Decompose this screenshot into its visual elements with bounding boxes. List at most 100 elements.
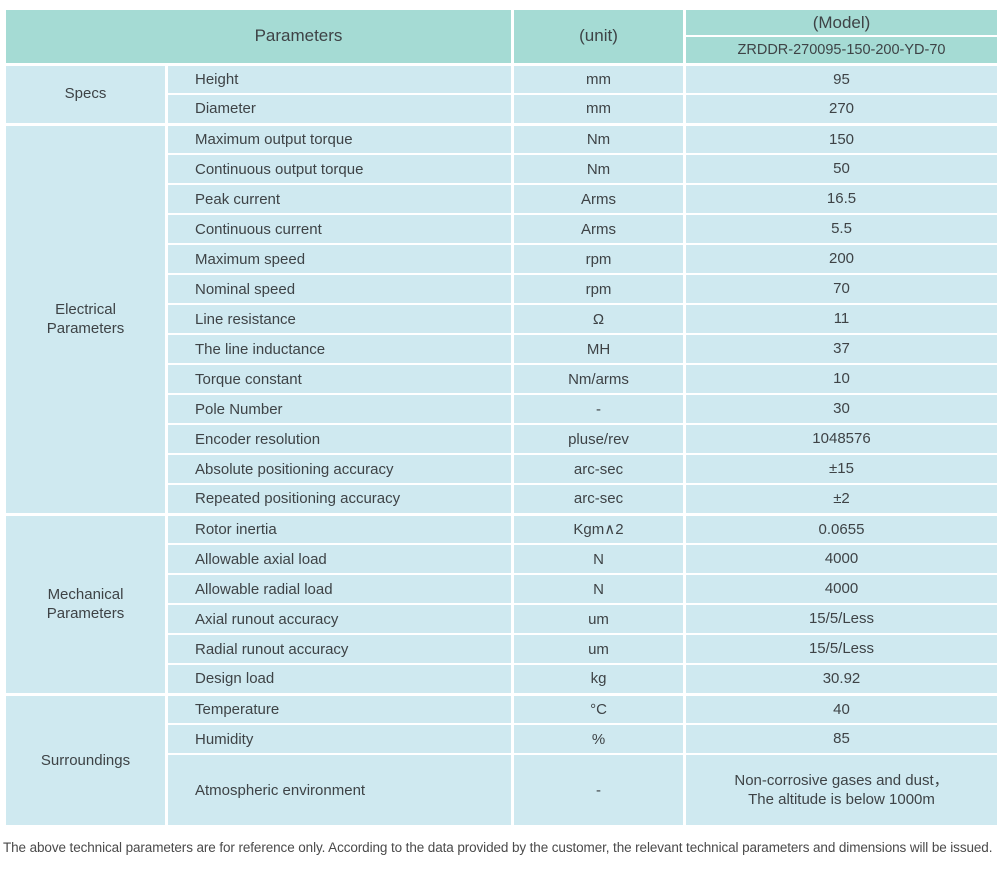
- param-cell: Nominal speed: [165, 273, 514, 305]
- unit-cell: rpm: [511, 273, 686, 305]
- param-cell: Torque constant: [165, 363, 514, 395]
- group-label-specs: Specs: [3, 62, 168, 125]
- table-row: Surroundings Temperature °C 40: [3, 692, 1000, 827]
- unit-cell: Ω: [511, 303, 686, 335]
- value-cell: 15/5/Less: [683, 603, 1000, 635]
- table-row: Allowable radial load N 4000: [5, 573, 1000, 605]
- unit-cell: -: [511, 753, 686, 827]
- table-row: Torque constant Nm/arms 10: [5, 363, 1000, 395]
- value-cell: 150: [683, 122, 1000, 155]
- unit-cell: -: [511, 393, 686, 425]
- table-row: Continuous output torque Nm 50: [5, 153, 1000, 185]
- param-cell: Rotor inertia: [165, 512, 514, 545]
- unit-cell: um: [511, 603, 686, 635]
- unit-cell: mm: [511, 62, 686, 95]
- group-label-text: Electrical Parameters: [46, 300, 125, 338]
- unit-cell: Nm/arms: [511, 363, 686, 395]
- value-cell: 270: [683, 93, 1000, 125]
- value-cell: 0.0655: [683, 512, 1000, 545]
- value-cell: 5.5: [683, 213, 1000, 245]
- table-row: The line inductance MH 37: [5, 333, 1000, 365]
- unit-cell: pluse/rev: [511, 423, 686, 455]
- param-cell: Pole Number: [165, 393, 514, 425]
- table-row: Repeated positioning accuracy arc-sec ±2: [5, 483, 1000, 515]
- table-row: Encoder resolution pluse/rev 1048576: [5, 423, 1000, 455]
- table-row: Line resistance Ω 11: [5, 303, 1000, 335]
- unit-cell: arc-sec: [511, 483, 686, 515]
- value-cell: 15/5/Less: [683, 633, 1000, 665]
- param-cell: Allowable axial load: [165, 543, 514, 575]
- unit-cell: Nm: [511, 153, 686, 185]
- group-label-text: Surroundings: [40, 751, 131, 769]
- unit-cell: arc-sec: [511, 453, 686, 485]
- table-row: Allowable axial load N 4000: [5, 543, 1000, 575]
- table-body: Specs Height mm 95 Diameter mm 270 Electrical P…: [3, 62, 1000, 827]
- table-row: Humidity% 85: [5, 723, 1000, 755]
- value-cell: 200: [683, 243, 1000, 275]
- table-row: Continuous current Arms 5.5: [5, 213, 1000, 245]
- param-cell: Line resistance: [165, 303, 514, 335]
- value-cell: 16.5: [683, 183, 1000, 215]
- table-row: Peak current Arms 16.5: [5, 183, 1000, 215]
- table-row: Absolute positioning accuracy arc-sec ±15: [5, 453, 1000, 485]
- param-cell: Absolute positioning accuracy: [165, 453, 514, 485]
- unit-cell: %: [511, 723, 686, 755]
- model-header: (Model): [683, 8, 1000, 37]
- table-row: Specs Height mm 95: [3, 62, 1000, 125]
- value-cell: 30.92: [683, 663, 1000, 695]
- page: Parameters (unit) (Model) ZRDDR-270095-1…: [3, 8, 1000, 855]
- table-row: Radial runout accuracy um 15/5/Less: [5, 633, 1000, 665]
- table-row: Mechanical Parameters Rotor inertia Kgm∧2 0…: [3, 512, 1000, 695]
- unit-cell: MH: [511, 333, 686, 365]
- unit-cell: N: [511, 543, 686, 575]
- param-cell: Allowable radial load: [165, 573, 514, 605]
- unit-cell: rpm: [511, 243, 686, 275]
- value-cell: ±15: [683, 453, 1000, 485]
- unit-cell: Nm: [511, 122, 686, 155]
- unit-cell: Arms: [511, 183, 686, 215]
- param-cell: Atmospheric environment: [165, 753, 514, 827]
- value-cell: 40: [683, 692, 1000, 725]
- parameters-header: Parameters: [3, 8, 514, 65]
- unit-cell: mm: [511, 93, 686, 125]
- table-row: Diameter mm 270: [5, 93, 1000, 125]
- table-row: Electrical Parameters Maximum output torq…: [3, 122, 1000, 515]
- param-cell: Diameter: [165, 93, 514, 125]
- value-cell: 4000: [683, 573, 1000, 605]
- param-cell: Radial runout accuracy: [165, 633, 514, 665]
- param-cell: Repeated positioning accuracy: [165, 483, 514, 515]
- unit-cell: Arms: [511, 213, 686, 245]
- unit-cell: um: [511, 633, 686, 665]
- unit-cell: Kgm∧2: [511, 512, 686, 545]
- param-cell: Peak current: [165, 183, 514, 215]
- value-cell: 85: [683, 723, 1000, 755]
- unit-cell: N: [511, 573, 686, 605]
- group-label-surroundings: Surroundings: [3, 692, 168, 827]
- table-row: Pole Number -30: [5, 393, 1000, 425]
- table-header: Parameters (unit) (Model) ZRDDR-270095-1…: [3, 8, 1000, 65]
- param-cell: Design load: [165, 663, 514, 695]
- param-cell: Axial runout accuracy: [165, 603, 514, 635]
- unit-cell: °C: [511, 692, 686, 725]
- value-cell: 1048576: [683, 423, 1000, 455]
- value-cell: 11: [683, 303, 1000, 335]
- value-cell: 30: [683, 393, 1000, 425]
- value-cell: 95: [683, 62, 1000, 95]
- group-label-text: Mechanical Parameters: [46, 585, 125, 623]
- param-cell: Maximum output torque: [165, 122, 514, 155]
- param-cell: The line inductance: [165, 333, 514, 365]
- table-row: Axial runout accuracy um 15/5/Less: [5, 603, 1000, 635]
- param-cell: Height: [165, 62, 514, 95]
- group-label-electrical-parameters: Electrical Parameters: [3, 122, 168, 515]
- value-cell: 37: [683, 333, 1000, 365]
- motor-spec-table: Parameters (unit) (Model) ZRDDR-270095-1…: [3, 8, 1000, 827]
- param-cell: Humidity: [165, 723, 514, 755]
- footnote: The above technical parameters are for r…: [3, 840, 993, 855]
- table-row: Maximum speed rpm 200: [5, 243, 1000, 275]
- param-cell: Continuous output torque: [165, 153, 514, 185]
- param-cell: Encoder resolution: [165, 423, 514, 455]
- table-row: Atmospheric environment - Non-corrosive ga…: [5, 753, 1000, 827]
- unit-header: (unit): [511, 8, 686, 65]
- value-cell: Non-corrosive gases and dust， The altitu…: [683, 753, 1000, 827]
- table-row: Nominal speed rpm 70: [5, 273, 1000, 305]
